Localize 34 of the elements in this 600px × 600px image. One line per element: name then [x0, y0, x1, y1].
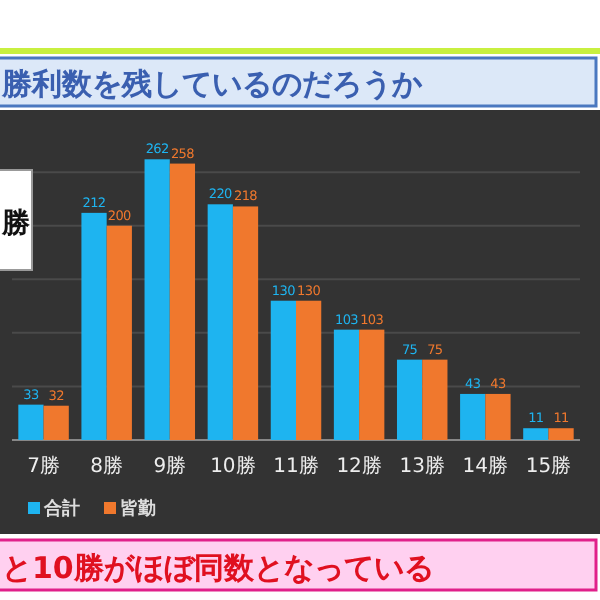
bar	[207, 204, 233, 440]
bar	[232, 206, 259, 440]
bar	[106, 225, 132, 440]
x-tick-label: 14勝	[462, 454, 509, 478]
bar	[460, 393, 486, 440]
x-tick-label: 9勝	[153, 454, 187, 478]
x-tick-label: 13勝	[399, 454, 445, 478]
legend-label: 合計	[42, 498, 80, 520]
bar	[43, 405, 69, 440]
bar	[270, 300, 296, 440]
caption: と10勝がほぼ同数となっている	[0, 538, 598, 592]
note-box: 勝	[0, 169, 33, 271]
x-tick-label: 11勝	[273, 454, 319, 478]
bar	[296, 300, 322, 440]
bar	[144, 159, 170, 440]
bar	[548, 428, 574, 440]
bar	[359, 329, 385, 440]
x-tick-label: 12勝	[336, 454, 382, 478]
bar	[396, 359, 423, 440]
x-tick-label: 7勝	[27, 454, 60, 478]
x-tick-label: 15勝	[525, 454, 572, 478]
bar	[422, 359, 448, 440]
bar	[523, 428, 549, 440]
bar	[333, 329, 360, 440]
x-tick-label: 10勝	[210, 454, 256, 478]
title: 勝利数を残しているのだろうか	[0, 56, 598, 108]
legend-label: 皆勤	[120, 498, 156, 520]
x-tick-label: 8勝	[90, 454, 124, 478]
bar	[169, 163, 196, 440]
bar	[81, 212, 107, 440]
bar	[18, 404, 44, 440]
bar	[485, 393, 511, 440]
chart-title: 勝利数を残しているのだろうか	[0, 66, 424, 102]
annotation: 勝	[0, 208, 32, 240]
